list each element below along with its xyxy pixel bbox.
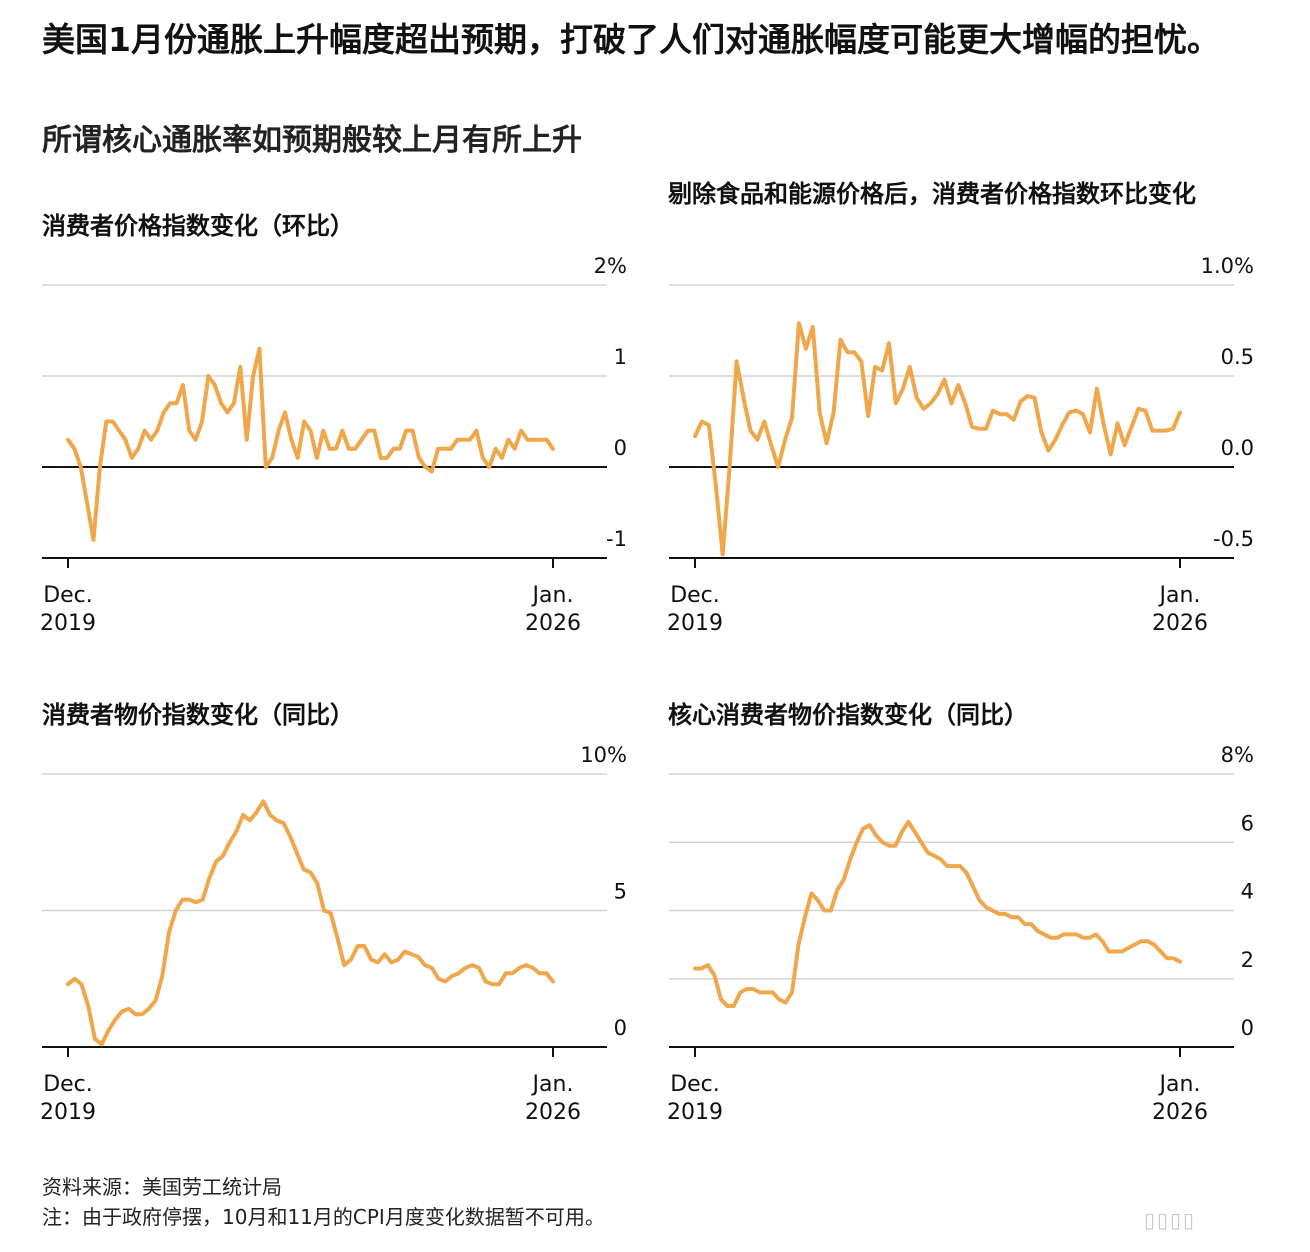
footnote-text: 注：由于政府停摆，10月和11月的CPI月度变化数据暂不可用。 [42,1205,605,1229]
y-tick-label: -0.5 [1213,527,1254,551]
source-text: 资料来源：美国劳工统计局 [42,1175,282,1199]
panel-title-core-cpi-mom: 剔除食品和能源价格后，消费者价格指数环比变化 [668,180,1196,208]
x-label-end: Jan. [531,1072,574,1097]
panel-title-cpi-yoy: 消费者物价指数变化（同比） [42,701,354,729]
y-tick-label: 0 [614,436,627,460]
x-label-end: 2026 [1152,611,1208,636]
series-line [66,346,555,542]
x-label-end: Jan. [1158,1072,1201,1097]
headline: 美国1月份通胀上升幅度超出预期，打破了人们对通胀幅度可能更大增幅的担忧。 [42,20,1220,59]
y-tick-label: 10% [580,743,627,767]
x-label-start: 2019 [667,1100,723,1125]
series-line [693,819,1182,1008]
series-line [693,321,1182,557]
y-tick-label: 0 [1241,1016,1254,1040]
panel-title-core-cpi-yoy: 核心消费者物价指数变化（同比） [668,701,1028,729]
watermark-glyphs: ▯▯▯▯ [1144,1208,1197,1232]
y-tick-label: 0.5 [1221,345,1254,369]
y-tick-label: 5 [614,880,627,904]
subhead: 所谓核心通胀率如预期般较上月有所上升 [42,123,582,158]
x-label-end: Jan. [531,583,574,608]
y-tick-label: 6 [1241,811,1254,835]
y-tick-label: -1 [606,527,627,551]
y-tick-label: 0 [614,1016,627,1040]
x-label-start: Dec. [670,583,720,608]
x-label-start: 2019 [667,611,723,636]
x-label-start: Dec. [43,583,93,608]
panel-title-cpi-mom: 消费者价格指数变化（环比） [42,212,354,240]
x-label-start: Dec. [670,1072,720,1097]
x-label-end: 2026 [525,1100,581,1125]
y-tick-label: 0.0 [1221,436,1254,460]
y-tick-label: 4 [1241,880,1254,904]
y-tick-label: 1 [614,345,627,369]
x-label-start: Dec. [43,1072,93,1097]
x-label-start: 2019 [40,611,96,636]
y-tick-label: 1.0% [1201,254,1254,278]
y-tick-label: 2% [594,254,627,278]
series-line [66,799,555,1047]
y-tick-label: 8% [1221,743,1254,767]
x-label-end: 2026 [1152,1100,1208,1125]
x-label-start: 2019 [40,1100,96,1125]
x-label-end: 2026 [525,611,581,636]
y-tick-label: 2 [1241,948,1254,972]
source-note: 资料来源：美国劳工统计局 注：由于政府停摆，10月和11月的CPI月度变化数据暂… [42,1172,605,1232]
x-label-end: Jan. [1158,583,1201,608]
